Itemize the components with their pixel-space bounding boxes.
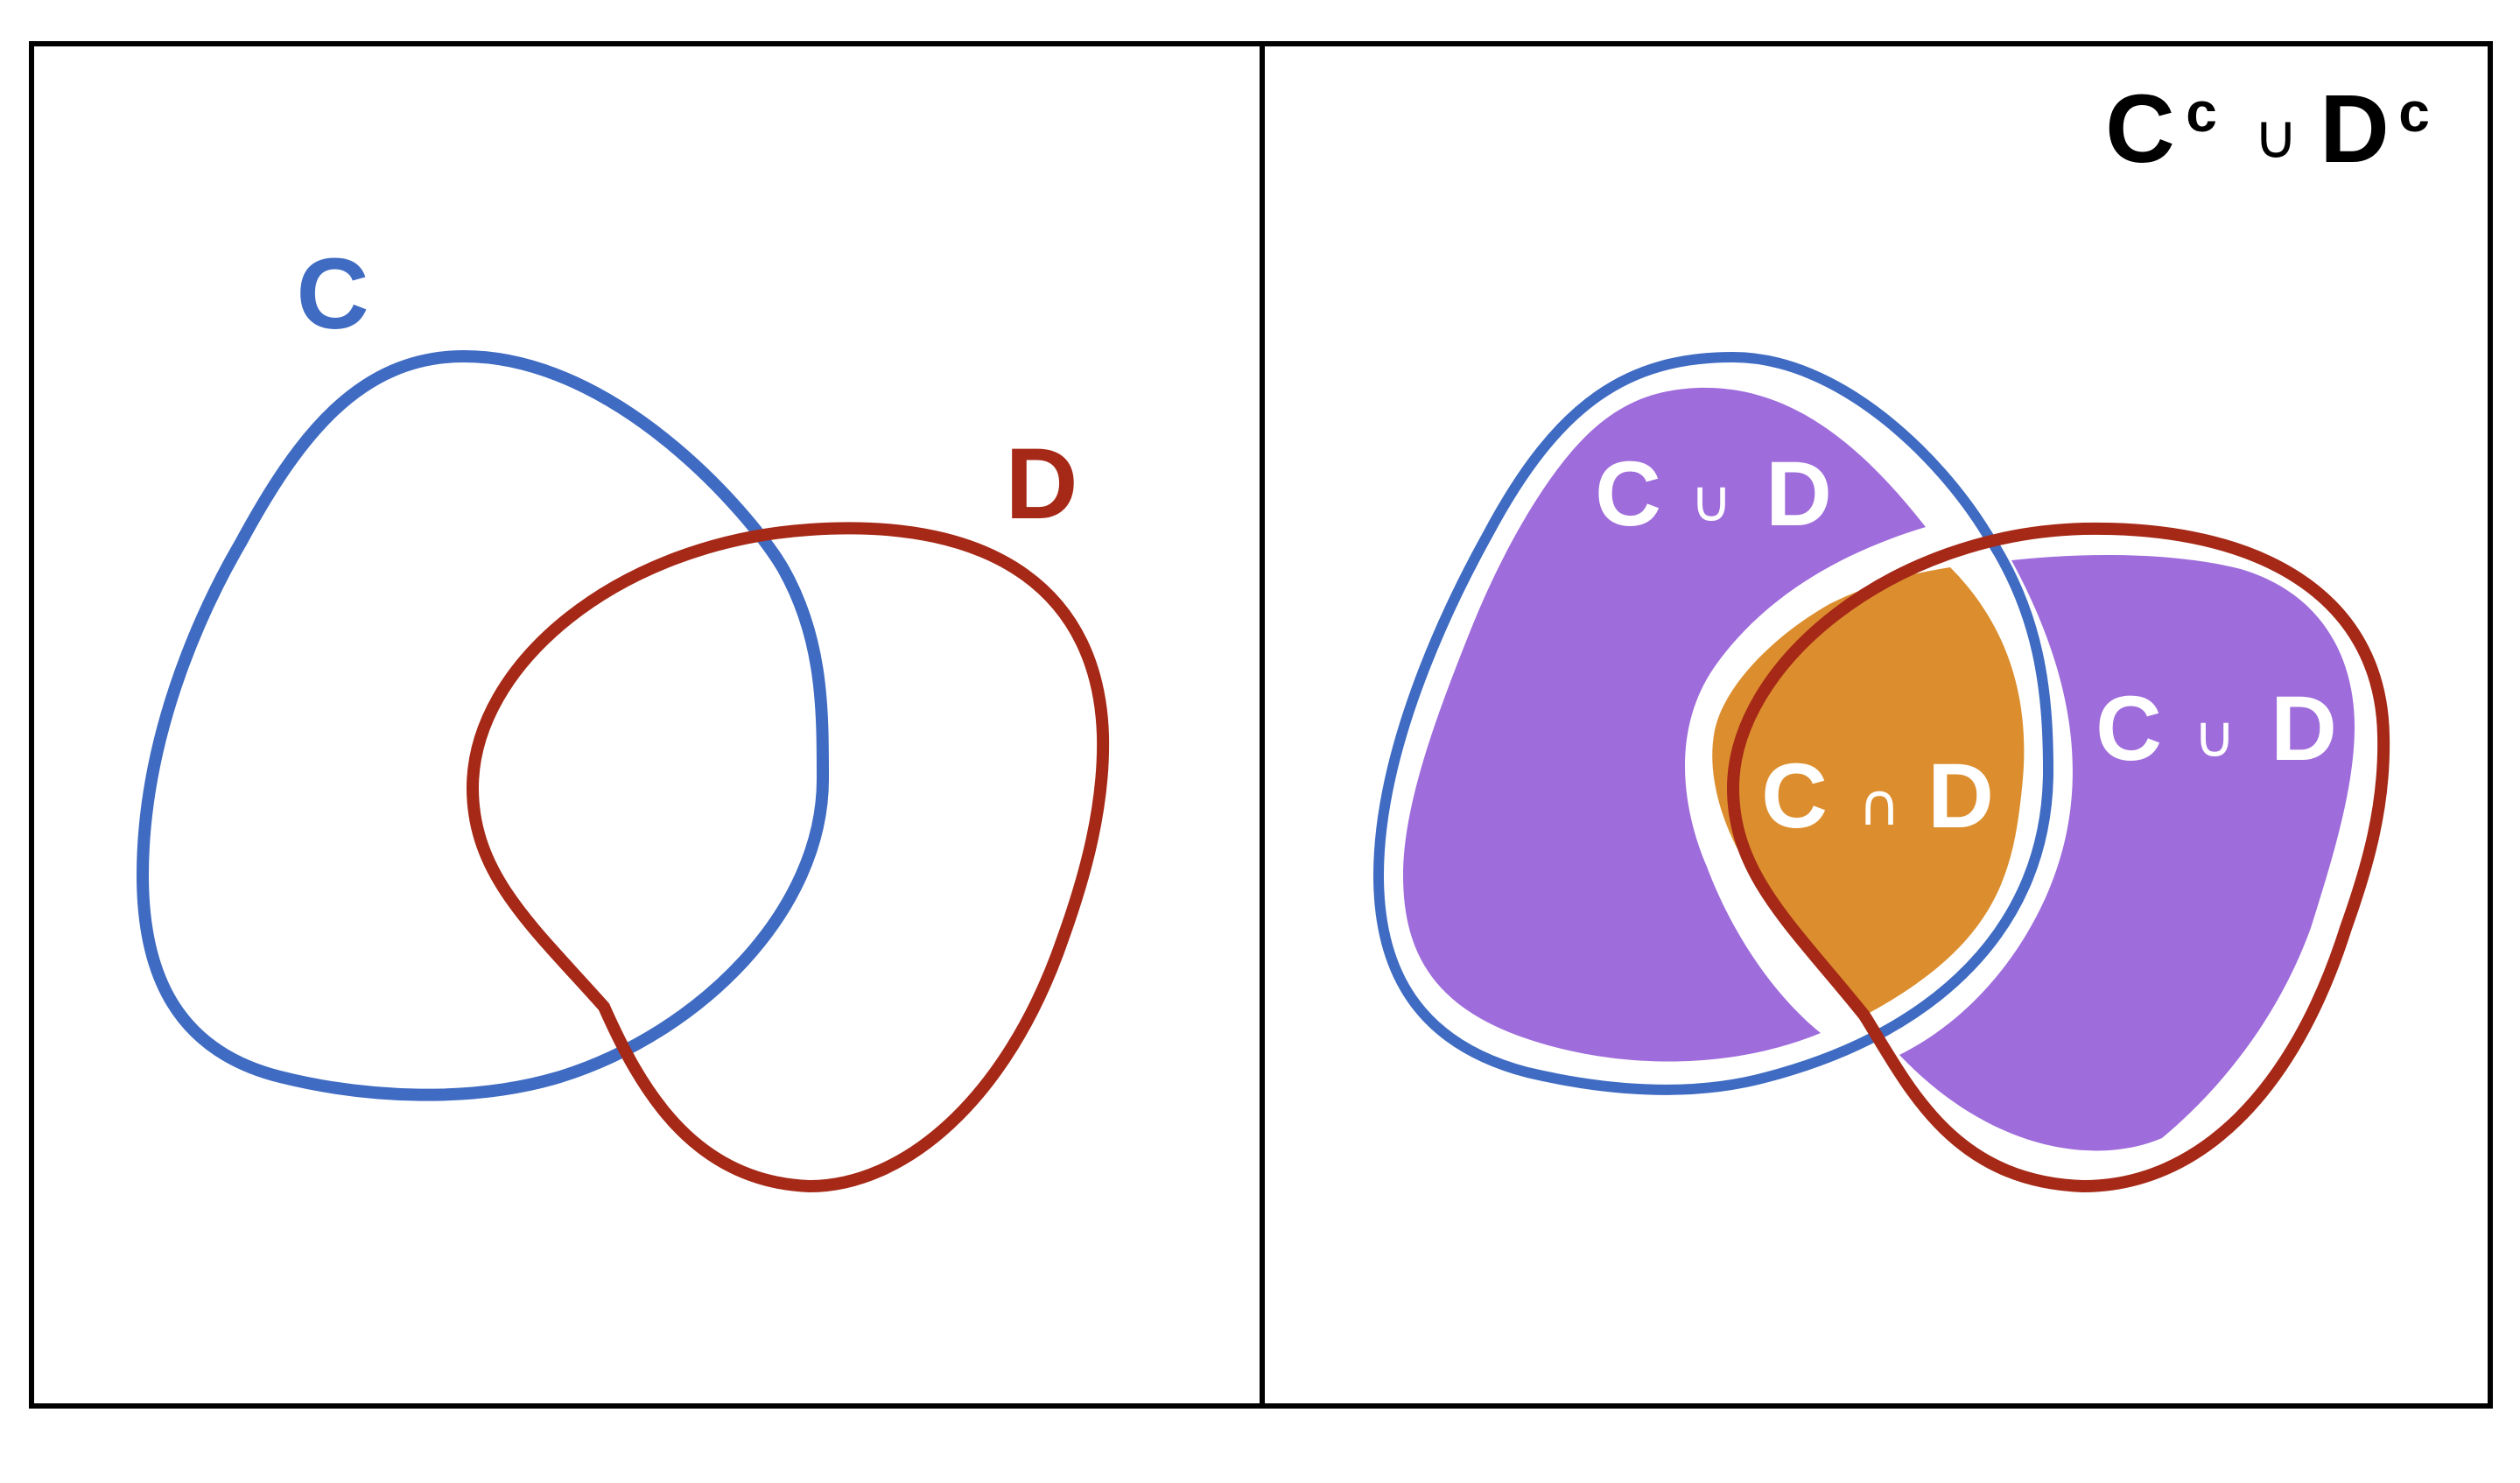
region-right-op: ∪ (2194, 703, 2236, 770)
region-left-d: D (1765, 443, 1832, 545)
title-union-symbol: ∪ (2253, 101, 2298, 172)
set-d-outline (466, 522, 1110, 1193)
region-left-c: C (1595, 443, 1661, 545)
label-d: D (1005, 428, 1077, 540)
title-c: C (2105, 75, 2174, 183)
title-d: D (2320, 75, 2389, 183)
region-center-c: C (1761, 745, 1828, 847)
region-right-d: D (2271, 678, 2337, 780)
union-region-right (1899, 555, 2355, 1151)
right-panel: C c ∪ D c C ∪ D C ∩ D C ∪ D (1372, 75, 2430, 1193)
set-c-outline (136, 349, 830, 1101)
title-d-superscript: c (2398, 81, 2430, 144)
region-right-label: C ∪ D (2095, 678, 2337, 780)
title-c-superscript: c (2186, 81, 2217, 144)
region-left-op: ∪ (1690, 467, 1732, 535)
label-c: C (296, 238, 369, 350)
union-region-left (1403, 387, 1926, 1062)
set-c-outline-right (1372, 351, 2054, 1095)
intersection-region (1712, 567, 2025, 1016)
right-panel-frame (1260, 41, 2493, 1409)
region-center-label: C ∩ D (1761, 745, 1994, 847)
region-left-label: C ∪ D (1595, 443, 1832, 545)
left-panel: C D (136, 238, 1110, 1193)
region-center-op: ∩ (1858, 771, 1900, 839)
region-right-c: C (2095, 678, 2162, 780)
panel-title: C c ∪ D c (2105, 75, 2430, 183)
region-center-d: D (1927, 745, 1994, 847)
set-d-outline-right (1726, 522, 2390, 1193)
left-panel-frame (29, 41, 1265, 1409)
